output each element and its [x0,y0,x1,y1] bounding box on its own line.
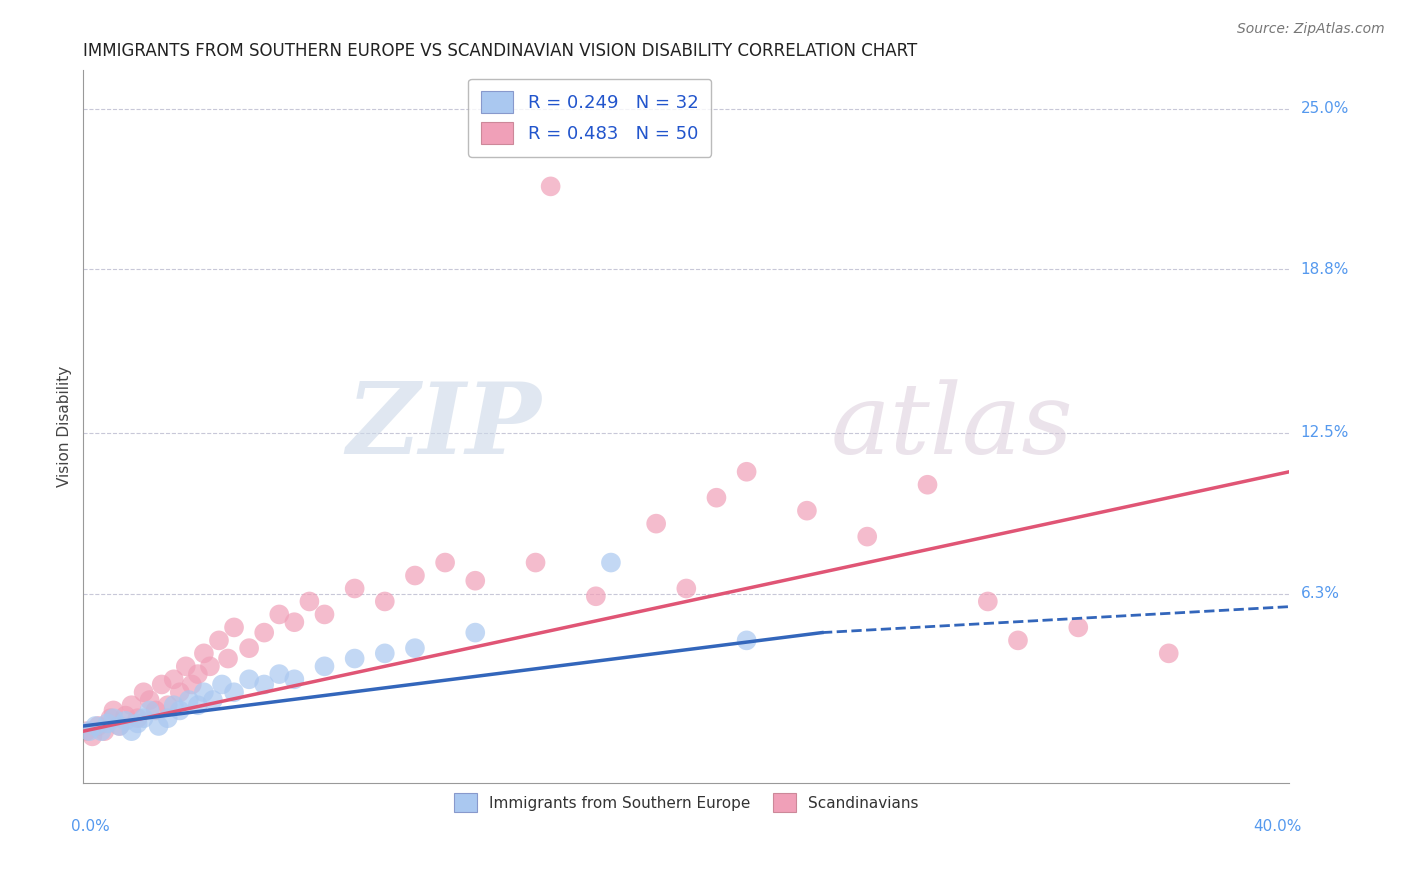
Point [1067,620,1090,634]
Point [314,659,336,673]
Y-axis label: Vision Disability: Vision Disability [58,366,72,487]
Point [404,641,426,656]
Point [222,620,245,634]
Point [108,719,131,733]
Point [283,673,305,687]
Point [404,568,426,582]
Point [79,724,101,739]
Point [138,703,160,717]
Point [706,491,728,505]
Point [174,659,197,673]
Point [735,633,758,648]
Text: 18.8%: 18.8% [1301,262,1348,277]
Point [1007,633,1029,648]
Point [75,724,97,739]
Point [1157,646,1180,660]
Point [121,698,143,713]
Point [156,698,179,713]
Point [269,667,291,681]
Point [374,646,396,660]
Point [127,711,149,725]
Point [211,677,233,691]
Point [269,607,291,622]
Point [253,677,276,691]
Point [524,556,547,570]
Point [343,651,366,665]
Point [856,530,879,544]
Legend: Immigrants from Southern Europe, Scandinavians: Immigrants from Southern Europe, Scandin… [447,788,925,818]
Text: 12.5%: 12.5% [1301,425,1348,441]
Text: 0.0%: 0.0% [72,819,110,834]
Point [187,698,209,713]
Point [208,633,231,648]
Point [180,677,202,691]
Point [138,693,160,707]
Point [96,716,118,731]
Text: atlas: atlas [831,379,1074,474]
Point [150,677,173,691]
Point [314,607,336,622]
Text: Source: ZipAtlas.com: Source: ZipAtlas.com [1237,22,1385,37]
Point [238,673,260,687]
Point [343,582,366,596]
Text: 40.0%: 40.0% [1253,819,1302,834]
Point [169,685,191,699]
Point [103,703,125,717]
Point [148,719,170,733]
Point [108,719,131,733]
Point [917,477,939,491]
Point [82,730,104,744]
Point [298,594,321,608]
Point [238,641,260,656]
Point [645,516,668,531]
Point [156,711,179,725]
Point [169,703,191,717]
Point [600,556,623,570]
Point [90,724,112,739]
Text: 6.3%: 6.3% [1301,586,1340,601]
Point [540,179,562,194]
Point [585,589,607,603]
Point [283,615,305,630]
Point [464,625,486,640]
Point [103,711,125,725]
Point [145,703,167,717]
Point [977,594,1000,608]
Point [201,693,224,707]
Text: 25.0%: 25.0% [1301,101,1348,116]
Point [84,719,107,733]
Point [163,698,186,713]
Point [87,719,110,733]
Point [114,714,136,728]
Point [253,625,276,640]
Point [121,724,143,739]
Point [735,465,758,479]
Point [198,659,221,673]
Point [464,574,486,588]
Point [193,646,215,660]
Text: IMMIGRANTS FROM SOUTHERN EUROPE VS SCANDINAVIAN VISION DISABILITY CORRELATION CH: IMMIGRANTS FROM SOUTHERN EUROPE VS SCAND… [83,42,918,60]
Point [163,673,186,687]
Point [132,711,155,725]
Point [114,708,136,723]
Point [193,685,215,699]
Point [796,503,818,517]
Point [177,693,200,707]
Point [434,556,457,570]
Point [127,716,149,731]
Point [93,724,115,739]
Point [217,651,239,665]
Point [187,667,209,681]
Point [100,711,122,725]
Point [374,594,396,608]
Point [222,685,245,699]
Point [132,685,155,699]
Text: ZIP: ZIP [347,378,541,475]
Point [675,582,697,596]
